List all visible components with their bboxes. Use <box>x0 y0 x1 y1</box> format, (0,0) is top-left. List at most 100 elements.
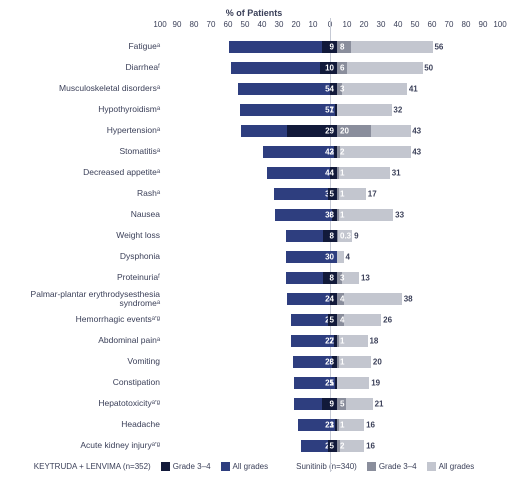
bar-right-g34: 1 <box>337 335 339 347</box>
bar-left-g34: 29 <box>287 125 337 137</box>
table-row: Abdominal painᵃ272118 <box>0 330 508 351</box>
axis-tick: 70 <box>207 20 216 29</box>
legend-left-g34: Grade 3–4 <box>161 462 211 471</box>
value-right-g34: 8 <box>340 42 344 51</box>
bar-left-all: 43 <box>263 146 337 158</box>
legend-left-title: KEYTRUDA + LENVIMA (n=352) <box>34 462 151 471</box>
value-right-g34: 1 <box>340 210 344 219</box>
bar-right-all <box>337 293 402 305</box>
bar-left-all: 58 <box>238 83 337 95</box>
row-label: Nausea <box>0 210 166 219</box>
row-label: Acute kidney injuryᵃ’ᵍ <box>0 441 166 450</box>
table-row: Musculoskeletal disordersᵃ584341 <box>0 78 508 99</box>
value-right-all: 26 <box>383 315 392 324</box>
bar-right-g34: 4 <box>337 293 344 305</box>
bar-left-all: 30 <box>286 251 337 263</box>
bar-right-all <box>337 41 433 53</box>
value-left-g34: 4 <box>330 168 334 177</box>
row-bars: 275426 <box>166 313 508 327</box>
swatch-right-all <box>427 462 436 471</box>
value-left-g34: 4 <box>330 294 334 303</box>
table-row: Diarrheaᶠ6210650 <box>0 57 508 78</box>
legend-right-g34: Grade 3–4 <box>367 462 417 471</box>
row-bars: 231116 <box>166 418 508 432</box>
bar-right-g34: 6 <box>337 62 347 74</box>
table-row: Weight loss3080.39 <box>0 225 508 246</box>
bar-right-g34: 1 <box>337 209 339 221</box>
row-bars: 375117 <box>166 187 508 201</box>
bar-right-all <box>337 146 411 158</box>
value-left-g34: 4 <box>330 84 334 93</box>
legend-left-all: All grades <box>221 462 269 471</box>
row-bars: 57132 <box>166 103 508 117</box>
value-left-g34: 9 <box>330 42 334 51</box>
bar-left-g34: 4 <box>330 293 337 305</box>
axis-tick: 20 <box>292 20 301 29</box>
chart-title: % of Patients <box>0 8 508 18</box>
row-bars: 263120 <box>166 355 508 369</box>
swatch-left-g34 <box>161 462 170 471</box>
axis-tick: 90 <box>479 20 488 29</box>
value-right-g34: 5 <box>340 399 344 408</box>
table-row: Hepatotoxicityᵃ’ᵍ259521 <box>0 393 508 414</box>
bar-left-g34: 8 <box>323 272 337 284</box>
axis-tick: 80 <box>190 20 199 29</box>
row-label: Vomiting <box>0 357 166 366</box>
bar-left-g34: 9 <box>322 41 337 53</box>
value-left-g34: 2 <box>330 336 334 345</box>
row-bars: 639856 <box>166 40 508 54</box>
row-bars: 5843 41 <box>166 82 508 96</box>
table-row: Proteinuriaᶠ308313 <box>0 267 508 288</box>
row-bars: 56292043 <box>166 124 508 138</box>
bar-right-all <box>337 62 423 74</box>
swatch-left-all <box>221 462 230 471</box>
bar-left-all: 57 <box>240 104 337 116</box>
bar-right-all <box>337 104 392 116</box>
value-right-all: 38 <box>404 294 413 303</box>
swatch-right-g34 <box>367 462 376 471</box>
value-right-all: 16 <box>366 441 375 450</box>
value-right-g34: 2 <box>340 441 344 450</box>
value-left-g34: 1 <box>330 420 334 429</box>
axis-tick: 100 <box>153 20 166 29</box>
table-row: Hypothyroidismᵃ57132 <box>0 99 508 120</box>
axis-tick: 30 <box>377 20 386 29</box>
table-row: Dysphonia304 <box>0 246 508 267</box>
value-left-g34: 1 <box>330 105 334 114</box>
legend-right-title: Sunitinib (n=340) <box>296 462 357 471</box>
value-right-all: 17 <box>368 189 377 198</box>
value-left-g34: 9 <box>330 399 334 408</box>
row-label: Hypothyroidismᵃ <box>0 105 166 114</box>
value-right-all: 4 <box>346 252 350 261</box>
table-row: Decreased appetiteᵃ414131 <box>0 162 508 183</box>
value-right-all: 56 <box>434 42 443 51</box>
bar-left-g34: 5 <box>328 314 337 326</box>
bar-right-g34: 3 <box>337 83 342 95</box>
value-left-g34: 2 <box>330 147 334 156</box>
bar-right-g34: 1 <box>337 167 339 179</box>
bar-left-g34: 5 <box>328 440 337 452</box>
value-right-all: 21 <box>375 399 384 408</box>
table-row: Acute kidney injuryᵃ’ᵍ215216 <box>0 435 508 456</box>
row-label: Hepatotoxicityᵃ’ᵍ <box>0 399 166 408</box>
value-right-g34: 0.3 <box>340 231 351 240</box>
axis-tick: 40 <box>258 20 267 29</box>
value-right-g34: 3 <box>340 273 344 282</box>
value-right-g34: 1 <box>340 189 344 198</box>
table-row: Stomatitisᵃ432243 <box>0 141 508 162</box>
value-right-g34: 1 <box>340 168 344 177</box>
bar-left-g34: 4 <box>330 167 337 179</box>
value-right-all: 18 <box>369 336 378 345</box>
table-row: Palmar-plantar erythrodysesthesia syndro… <box>0 288 508 309</box>
bar-right-g34: 4 <box>337 314 344 326</box>
value-right-g34: 2 <box>340 147 344 156</box>
value-right-all: 41 <box>409 84 418 93</box>
value-right-all: 16 <box>366 420 375 429</box>
value-right-g34: 4 <box>340 315 344 324</box>
bar-right-all <box>337 377 369 389</box>
bar-left-g34: 10 <box>320 62 337 74</box>
row-bars: 3080.39 <box>166 229 508 243</box>
axis-tick: 20 <box>360 20 369 29</box>
bar-right-all <box>337 209 393 221</box>
table-row: Nausea363133 <box>0 204 508 225</box>
